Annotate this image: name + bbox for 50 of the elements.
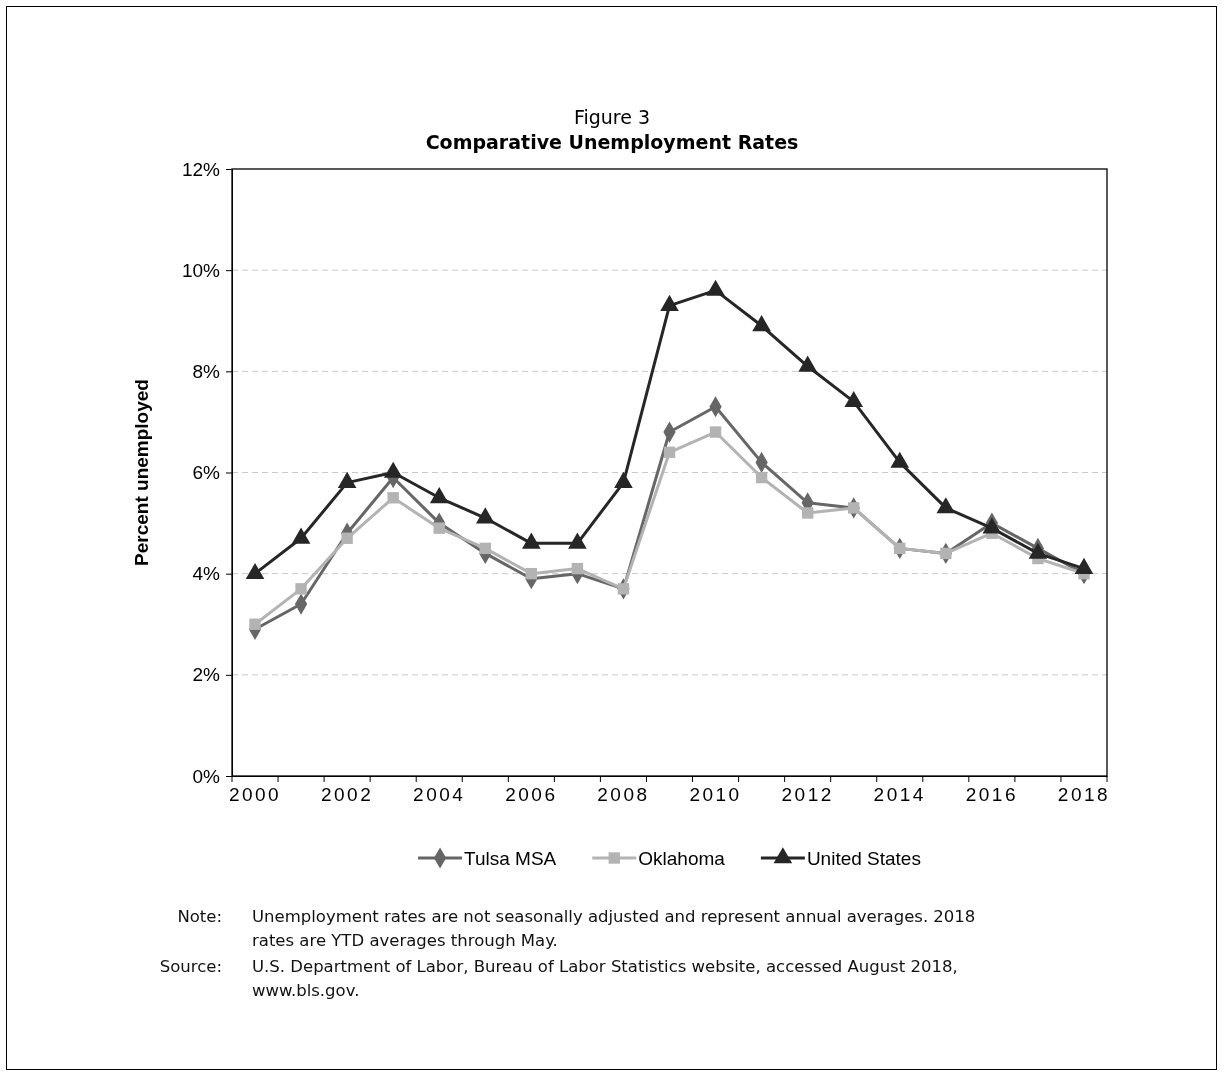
chart-title: Figure 3 (573, 106, 651, 128)
point (936, 497, 956, 514)
point (295, 583, 307, 595)
y-tick-label: 2% (192, 664, 221, 686)
source-note: Source: (158, 956, 223, 978)
x-tick-label: 2008 (597, 784, 650, 806)
y-tick-label: 4% (192, 563, 221, 585)
legend-label: Tulsa MSA (464, 847, 557, 869)
legend-label: United States (806, 847, 921, 869)
point (752, 315, 771, 332)
point (894, 542, 906, 555)
point (706, 279, 725, 296)
y-axis-title: Percent unemployed (131, 379, 152, 566)
text: U.S. Department of Labor, Bureau of Labor Statistics website, accessed August 2018, www.bls.gov. (252, 956, 959, 1002)
text: Unemployment rates are not seasonally adjusted and represent annual averages. 2018 rates are YTD averages through May. (252, 906, 977, 952)
point (663, 446, 676, 458)
point (755, 471, 768, 484)
point (709, 426, 722, 438)
point (571, 562, 584, 575)
point (341, 532, 353, 544)
point (844, 390, 864, 408)
point (848, 502, 860, 514)
x-tick-label: 2000 (228, 784, 282, 806)
point (479, 542, 491, 555)
x-tick-label: 2006 (505, 784, 558, 806)
point (660, 294, 679, 311)
x-tick-label: 2012 (781, 784, 834, 806)
x-tick-label: 2010 (689, 784, 742, 806)
point (525, 567, 538, 580)
y-tick-label: 10% (181, 259, 221, 281)
x-tick-label: 2018 (1057, 784, 1111, 806)
x-tick-label: 2004 (413, 784, 466, 806)
point (249, 618, 261, 630)
point (617, 583, 630, 595)
point (801, 507, 814, 519)
x-tick-label: 2002 (320, 784, 374, 806)
x-tick-label: 2016 (965, 784, 1019, 806)
y-tick-label: 8% (192, 360, 221, 382)
y-tick-label: 0% (192, 765, 221, 787)
legend-label: Oklahoma (638, 847, 726, 869)
point (387, 492, 399, 504)
point (890, 451, 910, 468)
x-tick-label: 2014 (873, 784, 926, 806)
point (429, 487, 449, 504)
point (798, 355, 817, 372)
y-tick-label: 6% (192, 462, 221, 484)
text: Note: (176, 906, 223, 928)
point (940, 547, 952, 560)
chart-subtitle: Comparative Unemployment Rates (425, 131, 799, 153)
y-tick-label: 12% (181, 158, 221, 180)
